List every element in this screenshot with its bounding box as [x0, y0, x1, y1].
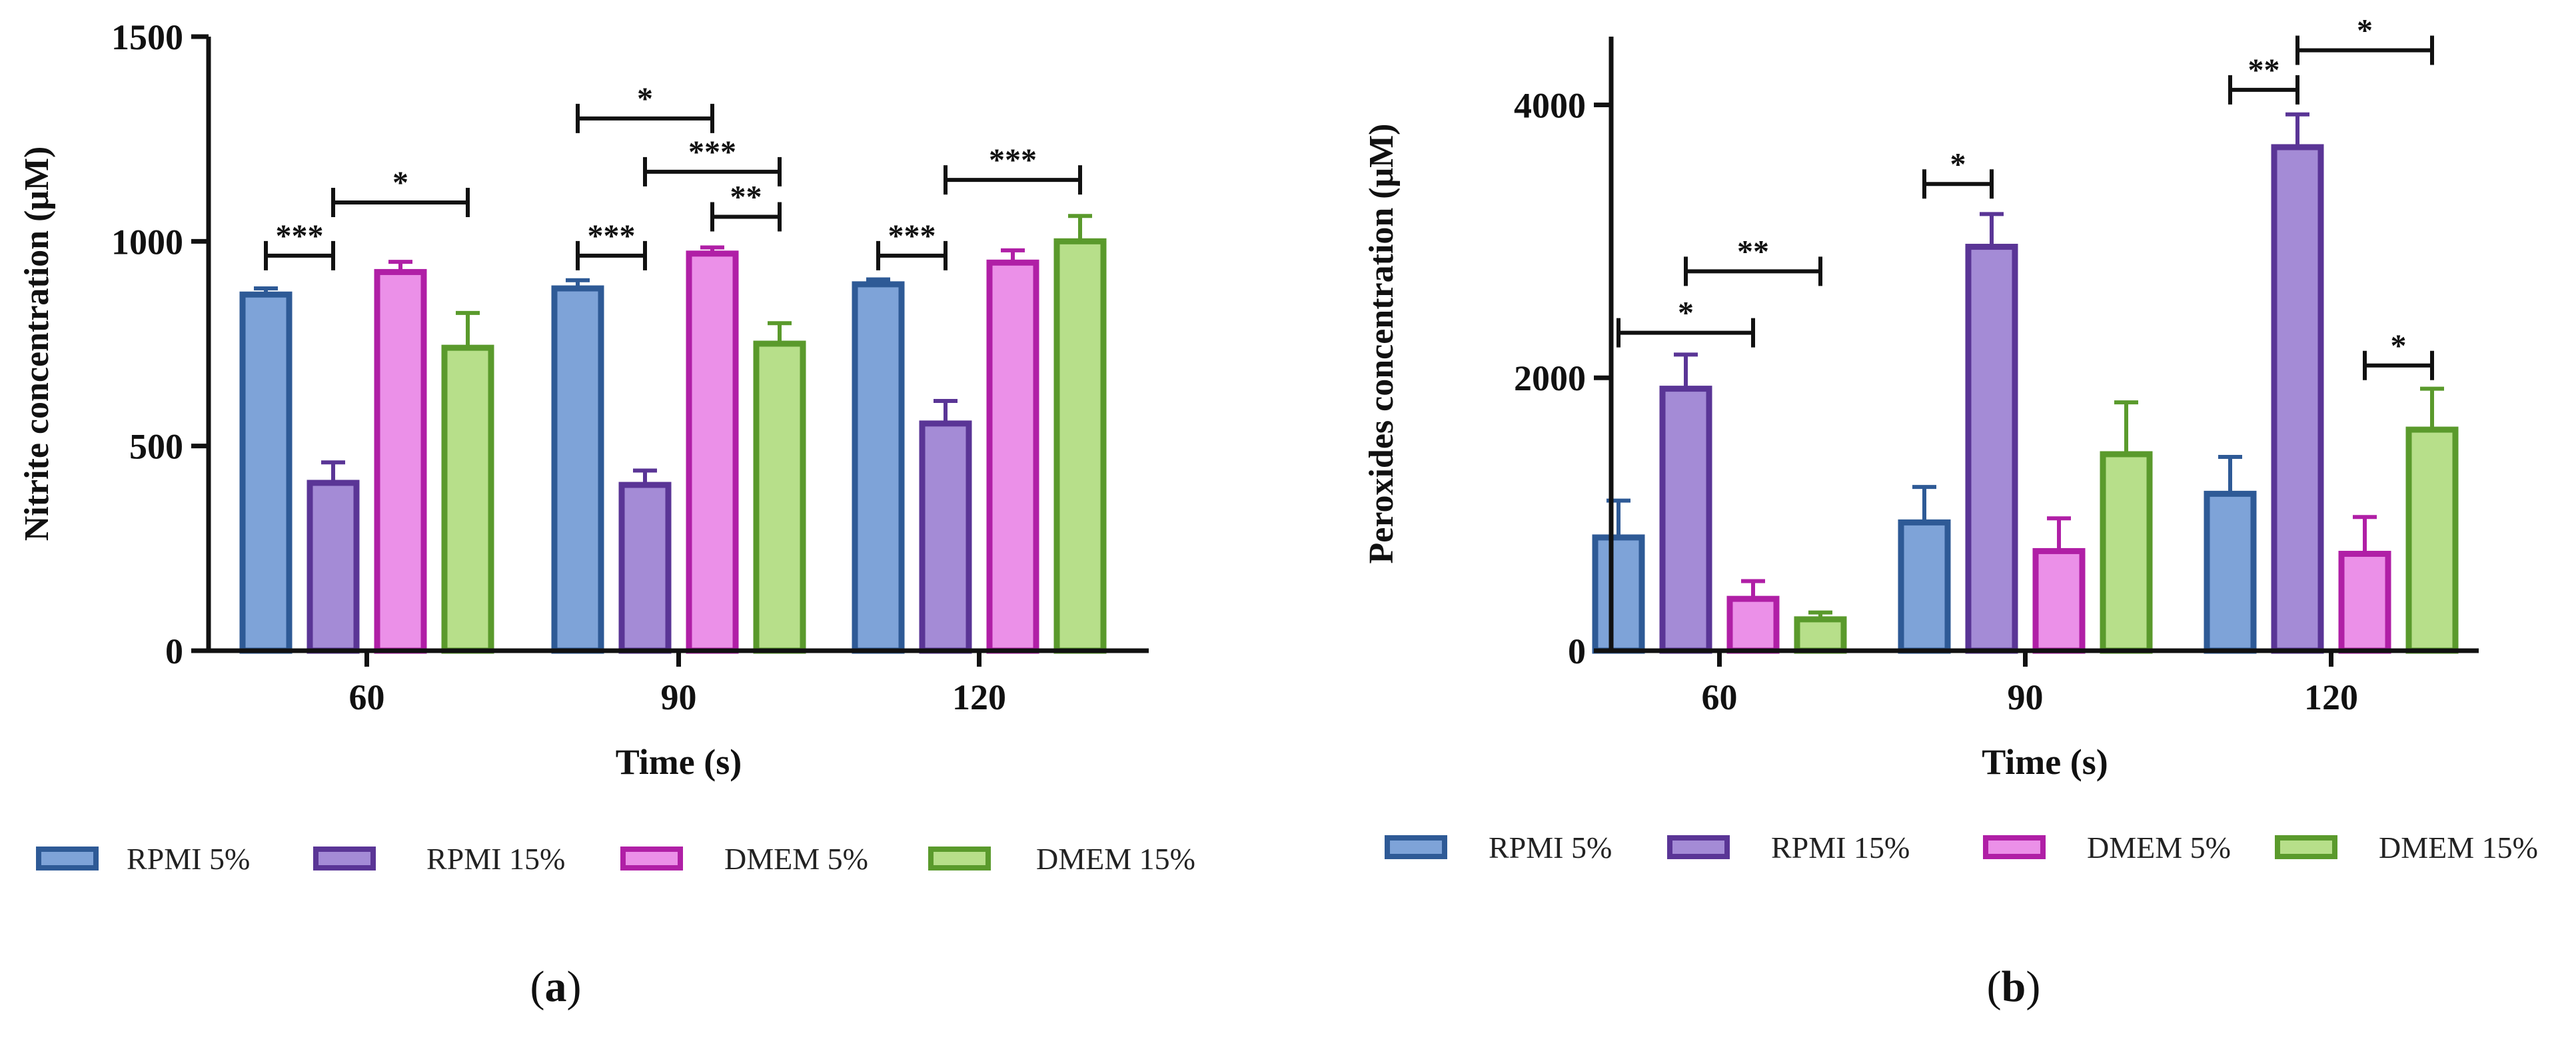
y-tick-label: 0 [1568, 631, 1586, 671]
bar [2271, 144, 2324, 654]
panel-label-open: ( [1987, 962, 2002, 1011]
y-tick-label: 1000 [111, 222, 183, 262]
axes: 0 500 1000 1500 60 90 120 [111, 17, 1149, 717]
y-axis-title: Nitrite concentration (μM) [18, 147, 56, 541]
x-tick-label: 60 [1702, 677, 1738, 717]
y-tick-label: 1500 [111, 17, 183, 57]
x-axis-title: Time (s) [616, 742, 742, 782]
y-tick-label: 500 [129, 427, 183, 467]
significance-label: ** [1737, 234, 1769, 269]
legend-label: DMEM 15% [1036, 842, 1195, 876]
x-axis-title: Time (s) [1982, 742, 2108, 782]
legend-label: RPMI 15% [426, 842, 565, 876]
significance-label: ** [2248, 53, 2280, 88]
panel-label: (b) [1987, 962, 2041, 1011]
legend: RPMI 5% RPMI 15% DMEM 5% DMEM 15% [1385, 831, 2538, 865]
panel-a-chart: 0 500 1000 1500 60 90 120 Time (s) Nitrite conce… [18, 17, 1195, 1011]
y-tick-label: 0 [165, 631, 183, 671]
panel-label-close: ) [567, 962, 582, 1011]
bar [1726, 595, 1780, 654]
panel-b-chart: 0 2000 4000 60 90 120 Time (s) Peroxides concen… [1363, 13, 2538, 1011]
significance-label: * [2391, 328, 2407, 364]
x-tick-label: 60 [349, 677, 385, 717]
bar [441, 344, 494, 654]
bar [1659, 386, 1712, 654]
significance-label: *** [888, 218, 936, 254]
bar [1965, 244, 2018, 654]
legend-swatch [36, 847, 99, 870]
legend-label: RPMI 5% [127, 842, 250, 876]
legend-swatch [1385, 835, 1447, 859]
panel-label-letter: b [2002, 962, 2026, 1011]
bar [239, 291, 293, 654]
bar [2405, 426, 2459, 654]
bars [1592, 112, 2459, 654]
legend-label: RPMI 5% [1489, 831, 1612, 865]
legend-label: DMEM 5% [724, 842, 868, 876]
significance-label: *** [276, 218, 324, 254]
significance-label: * [637, 81, 653, 117]
legend-label: DMEM 15% [2379, 831, 2538, 865]
bar [1794, 616, 1847, 654]
bar [307, 480, 360, 654]
x-tick-label: 120 [952, 677, 1006, 717]
x-tick-label: 90 [2008, 677, 2044, 717]
significance-label: * [1678, 296, 1694, 331]
bar [686, 250, 739, 654]
legend-swatch [2275, 835, 2337, 859]
x-tick-label: 90 [661, 677, 697, 717]
x-tick-label: 120 [2304, 677, 2358, 717]
bar [2338, 551, 2391, 654]
significance-label: ** [730, 179, 762, 214]
bar [1898, 519, 1951, 654]
bar [852, 281, 905, 654]
y-tick-label: 4000 [1514, 85, 1586, 125]
panel-label-letter: a [545, 962, 567, 1011]
legend-swatch [1667, 835, 1730, 859]
significance-brackets: ******** [1616, 13, 2434, 380]
legend-swatch [1983, 835, 2046, 859]
significance-label: * [1950, 147, 1966, 182]
significance-label: * [2357, 13, 2373, 48]
significance-brackets: ************* ****** [264, 81, 1082, 270]
panel-label-close: ) [2026, 962, 2040, 1011]
significance-label: * [392, 165, 408, 200]
bar [919, 420, 972, 654]
panel-label-open: ( [530, 962, 545, 1011]
bars [239, 214, 1107, 654]
legend: RPMI 5% RPMI 15% DMEM 5% DMEM 15% [36, 842, 1195, 876]
bar [618, 482, 672, 654]
significance-label: *** [688, 135, 736, 170]
axes: 0 2000 4000 60 90 120 [1514, 37, 2479, 717]
legend-swatch [620, 847, 683, 870]
bar [1592, 534, 1645, 654]
bar [551, 285, 604, 654]
legend-label: DMEM 5% [2087, 831, 2231, 865]
significance-label: *** [989, 143, 1037, 178]
legend-label: RPMI 15% [1771, 831, 1910, 865]
bar [1053, 238, 1107, 654]
panel-label: (a) [530, 962, 582, 1011]
bar [2100, 451, 2153, 654]
bar [374, 268, 427, 654]
bar [2032, 547, 2086, 654]
bar [2204, 490, 2257, 654]
bar [753, 340, 806, 654]
legend-swatch [313, 847, 376, 870]
significance-label: *** [588, 218, 636, 254]
legend-swatch [928, 847, 991, 870]
y-tick-label: 2000 [1514, 358, 1586, 398]
bar [986, 259, 1039, 654]
y-axis-title: Peroxides concentration (μM) [1363, 123, 1401, 563]
